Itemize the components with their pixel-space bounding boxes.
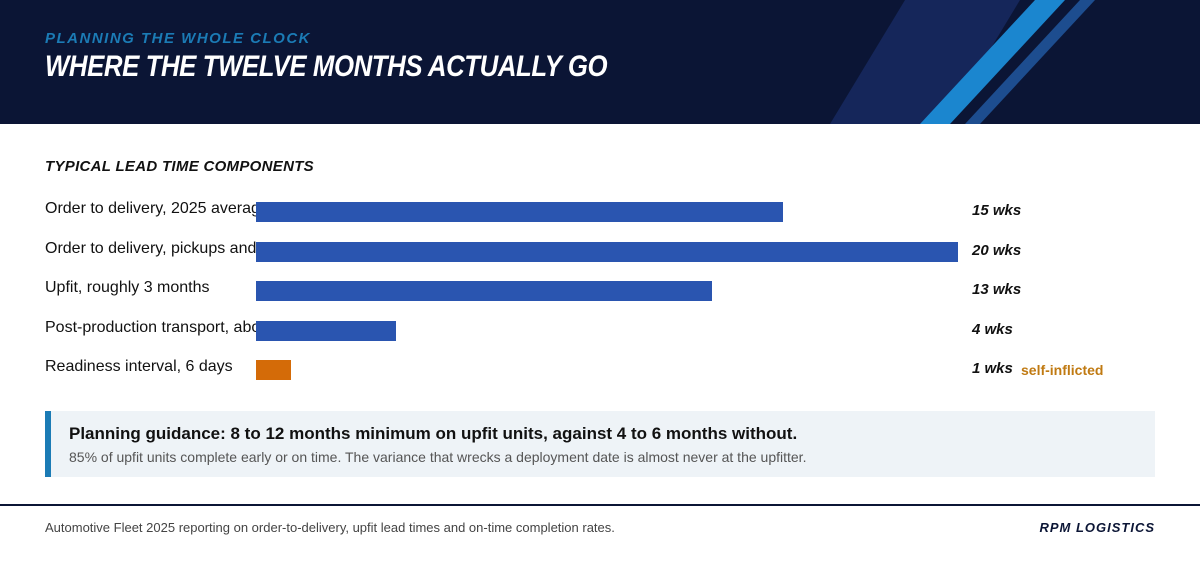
chart-row: Order to delivery, 2025 average 15 wks (0, 190, 1200, 230)
chart-row: Upfit, roughly 3 months 13 wks (0, 269, 1200, 309)
header-banner: PLANNING THE WHOLE CLOCK WHERE THE TWELV… (0, 0, 1200, 124)
page-title: WHERE THE TWELVE MONTHS ACTUALLY GO (45, 50, 608, 83)
footer-divider (0, 504, 1200, 506)
category-label: Post-production transport, about 4 weeks (45, 318, 256, 336)
bar (256, 281, 713, 301)
header-kicker: PLANNING THE WHOLE CLOCK (45, 30, 311, 47)
self-inflicted-note: self-inflicted (1021, 362, 1104, 378)
value-label: 1 wks (972, 360, 1013, 377)
source-note: Automotive Fleet 2025 reporting on order… (45, 520, 615, 535)
bar (256, 320, 397, 341)
stripe-mid (965, 0, 1095, 124)
value-label: 13 wks (972, 281, 1022, 298)
value-label: 15 wks (972, 202, 1022, 219)
bar (256, 241, 958, 262)
lead-time-bar-chart: Order to delivery, 2025 average 15 wks Ord… (0, 190, 1200, 390)
value-label: 4 wks (972, 320, 1013, 338)
chart-row: Post-production transport, about 4 weeks… (0, 309, 1200, 349)
brand-name: RPM LOGISTICS (1039, 520, 1155, 535)
callout-headline: Planning guidance: 8 to 12 months minimu… (69, 424, 798, 443)
category-label: Order to delivery, 2025 average (45, 200, 256, 217)
value-label: 20 wks (972, 241, 1022, 259)
stripe-bright (920, 0, 1065, 124)
bar-self-inflicted (256, 360, 292, 380)
stripe-dark (830, 0, 1020, 124)
planning-callout: Planning guidance: 8 to 12 months minimu… (45, 411, 1155, 477)
chart-row: Readiness interval, 6 days 1 wks self-infl… (0, 348, 1200, 388)
callout-detail: 85% of upfit units complete early or on … (69, 449, 807, 465)
chart-row: Order to delivery, pickups and vans 20 wk… (0, 230, 1200, 270)
bar (256, 202, 783, 222)
category-label: Upfit, roughly 3 months (45, 279, 210, 296)
category-label: Order to delivery, pickups and vans (45, 239, 256, 257)
chart-title: TYPICAL LEAD TIME COMPONENTS (45, 158, 314, 175)
decorative-stripes (830, 0, 1095, 124)
category-label: Readiness interval, 6 days (45, 358, 233, 375)
